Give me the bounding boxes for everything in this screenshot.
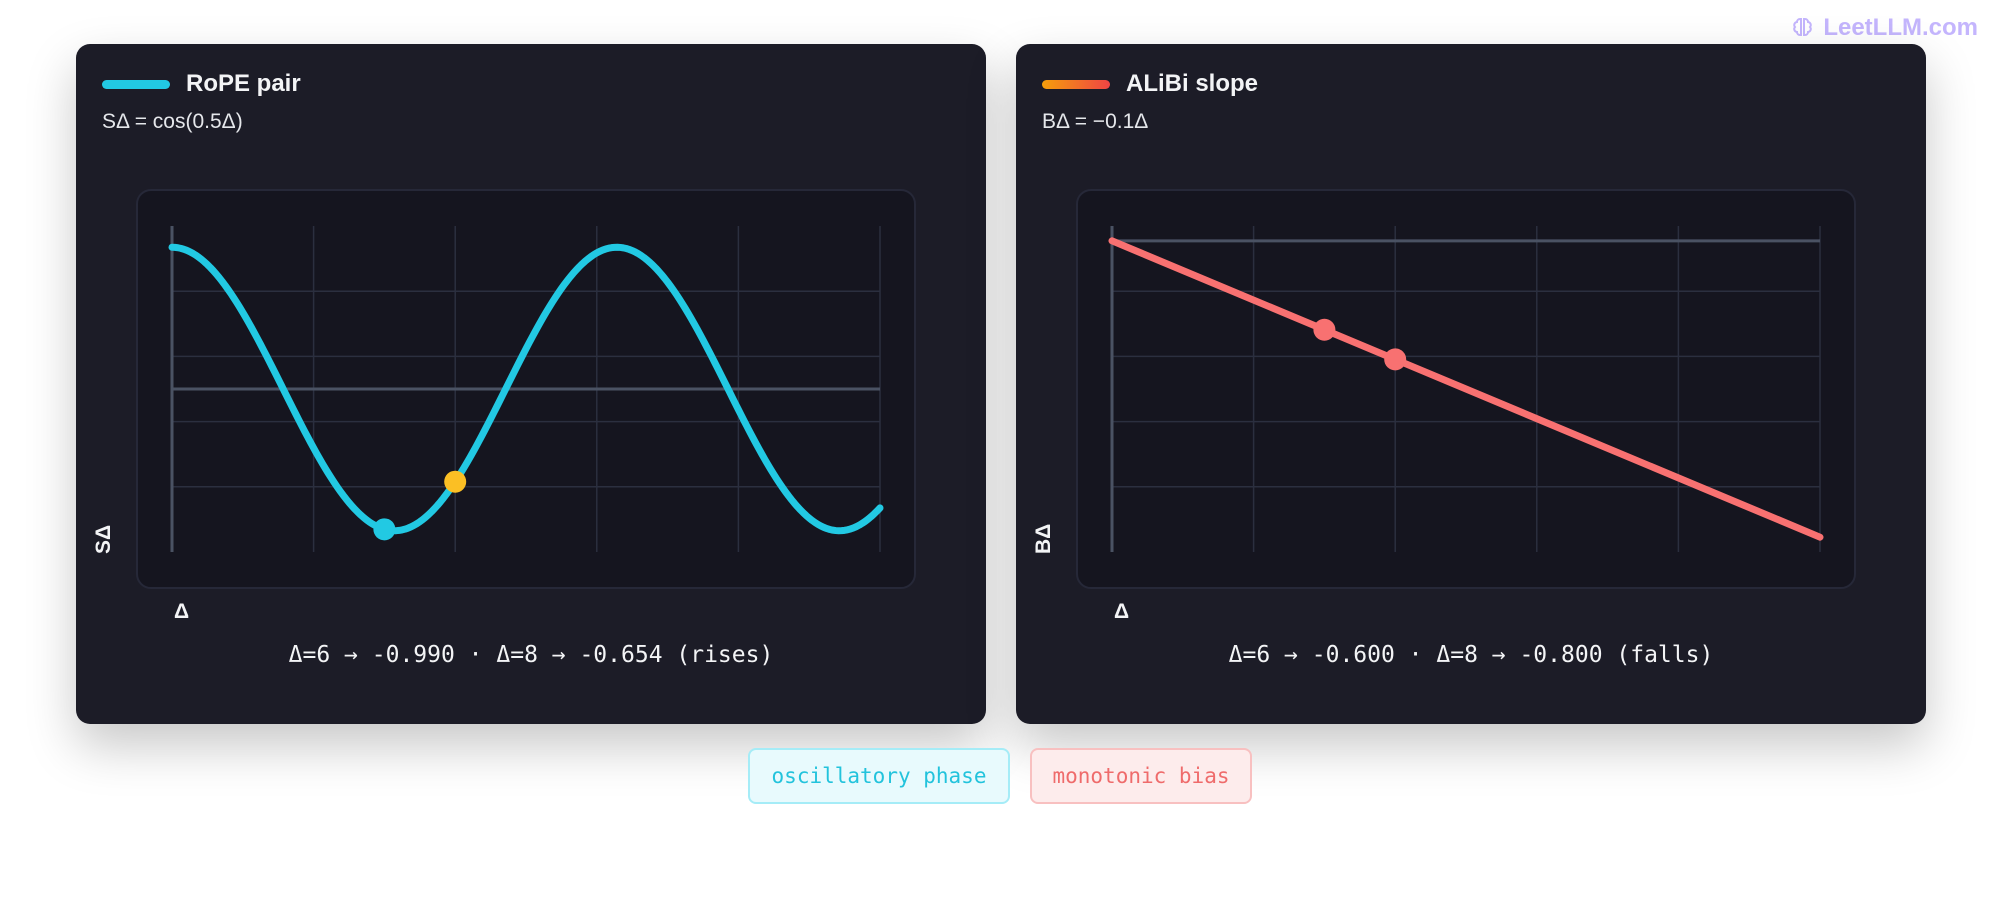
alibi-legend: ALiBi slope (1042, 70, 1258, 98)
rope-legend-swatch (102, 79, 170, 89)
alibi-y-axis-label: BΔ (1032, 523, 1055, 554)
monotonic-bias-tag: monotonic bias (1030, 748, 1252, 804)
alibi-highlight-point (1384, 348, 1407, 371)
rope-y-axis-label: SΔ (92, 524, 115, 554)
alibi-plot (1076, 189, 1856, 589)
rope-legend-label: RoPE pair (186, 70, 301, 97)
rope-legend: RoPE pair (102, 70, 301, 98)
alibi-x-axis-label: Δ (1114, 600, 1130, 623)
watermark-text: LeetLLM.com (1823, 14, 1978, 41)
alibi-chart-card: ALiBi slope BΔ = −0.1Δ BΔ Δ Δ=6 → -0.600… (1016, 44, 1926, 724)
alibi-highlight-point (1313, 318, 1336, 341)
rope-formula: SΔ = cos(0.5Δ) (102, 110, 243, 133)
watermark: LeetLLM.com (1791, 14, 1978, 42)
alibi-series-line (1108, 237, 1824, 541)
alibi-readout: Δ=6 → -0.600 · Δ=8 → -0.800 (falls) (1228, 642, 1714, 668)
oscillatory-phase-tag: oscillatory phase (748, 748, 1010, 804)
rope-chart-card: RoPE pair SΔ = cos(0.5Δ) SΔ Δ Δ=6 → -0.9… (76, 44, 986, 724)
rope-highlight-point (373, 518, 396, 541)
rope-x-axis-label: Δ (174, 600, 190, 623)
brain-icon (1793, 18, 1813, 36)
rope-readout: Δ=6 → -0.990 · Δ=8 → -0.654 (rises) (288, 642, 774, 668)
rope-series-line (168, 243, 884, 535)
alibi-formula: BΔ = −0.1Δ (1042, 110, 1149, 133)
alibi-legend-label: ALiBi slope (1126, 70, 1259, 97)
rope-plot (136, 189, 916, 589)
rope-highlight-point (444, 470, 467, 493)
alibi-legend-swatch (1042, 79, 1110, 89)
